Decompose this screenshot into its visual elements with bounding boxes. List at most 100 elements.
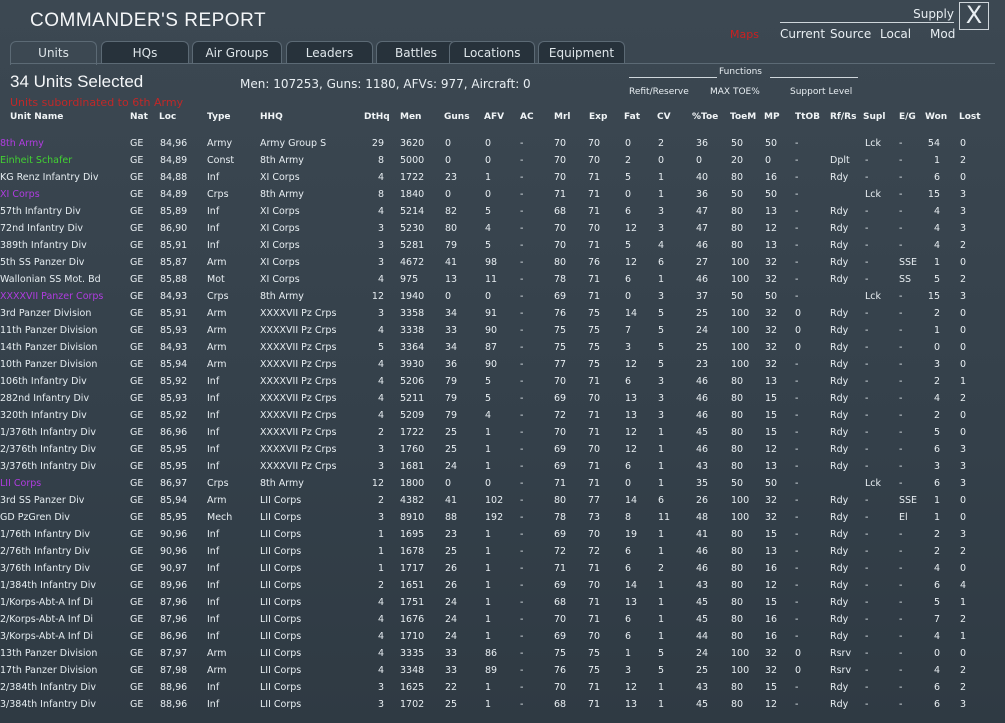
cell-unit-name[interactable]: 2/384th Infantry Div — [0, 682, 97, 693]
tab-hqs[interactable]: HQs — [101, 41, 189, 63]
column-header-won[interactable]: Won — [925, 112, 948, 122]
cell-unit-name[interactable]: 1/76th Infantry Div — [0, 529, 90, 540]
column-header-afv[interactable]: AFV — [484, 112, 505, 122]
cell-unit-name[interactable]: 2/Korps-Abt-A Inf Di — [0, 614, 94, 625]
cell-unit-name[interactable]: 8th Army — [0, 138, 44, 149]
tab-leaders[interactable]: Leaders — [286, 41, 373, 63]
cell-unit-name[interactable]: XXXXVII Panzer Corps — [0, 291, 104, 302]
supply-source-button[interactable]: Source — [830, 27, 872, 41]
cell-exp: 71 — [588, 172, 601, 183]
cell-e-g: - — [899, 240, 903, 251]
cell-unit-name[interactable]: 57th Infantry Div — [0, 206, 81, 217]
cell-loc: 87,98 — [160, 665, 188, 676]
functions-label: Functions — [719, 67, 762, 77]
cell-unit-name[interactable]: 17th Panzer Division — [0, 665, 98, 676]
cell-unit-name[interactable]: 3/76th Infantry Div — [0, 563, 90, 574]
column-header-guns[interactable]: Guns — [444, 112, 470, 122]
column-header-loc[interactable]: Loc — [159, 112, 177, 122]
column-header-mp[interactable]: MP — [764, 112, 780, 122]
cell-supl: - — [865, 546, 869, 557]
cell-toem: 80 — [731, 699, 744, 710]
cell-unit-name[interactable]: 3/384th Infantry Div — [0, 699, 97, 710]
column-header-unit-name[interactable]: Unit Name — [10, 112, 64, 122]
cell-guns: 26 — [445, 563, 458, 574]
cell-unit-name[interactable]: 11th Panzer Division — [0, 325, 98, 336]
column-header-lost[interactable]: Lost — [959, 112, 981, 122]
cell-unit-name[interactable]: XI Corps — [0, 189, 40, 200]
column-header-ttob[interactable]: TtOB — [795, 112, 820, 122]
column-header-cv[interactable]: CV — [657, 112, 671, 122]
column-header-toem[interactable]: ToeM — [730, 112, 757, 122]
column-header-toe-pct[interactable]: %Toe — [692, 112, 719, 122]
cell-men: 1702 — [400, 699, 425, 710]
cell-loc: 86,96 — [160, 427, 188, 438]
cell-type: Inf — [207, 206, 220, 217]
tab-equipment[interactable]: Equipment — [538, 41, 625, 63]
cell-guns: 33 — [445, 648, 458, 659]
column-header-type[interactable]: Type — [207, 112, 231, 122]
cell-unit-name[interactable]: 2/76th Infantry Div — [0, 546, 90, 557]
column-header-hhq[interactable]: HHQ — [260, 112, 283, 122]
cell-unit-name[interactable]: 1/Korps-Abt-A Inf Di — [0, 597, 94, 608]
cell-unit-name[interactable]: 1/384th Infantry Div — [0, 580, 97, 591]
cell-unit-name[interactable]: 3rd SS Panzer Div — [0, 495, 85, 506]
close-button[interactable]: X — [959, 2, 989, 30]
column-header-fat[interactable]: Fat — [624, 112, 640, 122]
cell-unit-name[interactable]: 1/376th Infantry Div — [0, 427, 97, 438]
cell-unit-name[interactable]: 3rd Panzer Division — [0, 308, 92, 319]
tab-air-groups[interactable]: Air Groups — [192, 41, 282, 63]
cell-unit-name[interactable]: 10th Panzer Division — [0, 359, 98, 370]
column-header-dthq[interactable]: DtHq — [364, 112, 390, 122]
supply-local-button[interactable]: Local — [880, 27, 912, 41]
cell-unit-name[interactable]: 320th Infantry Div — [0, 410, 87, 421]
cell-toem: 80 — [731, 631, 744, 642]
column-header-nat[interactable]: Nat — [130, 112, 148, 122]
cell-guns: 36 — [445, 359, 458, 370]
cell-loc: 86,96 — [160, 631, 188, 642]
cell-unit-name[interactable]: 282nd Infantry Div — [0, 393, 90, 404]
column-header-exp[interactable]: Exp — [589, 112, 608, 122]
cell-unit-name[interactable]: KG Renz Infantry Div — [0, 172, 99, 183]
column-header-men[interactable]: Men — [400, 112, 422, 122]
cell-unit-name[interactable]: 13th Panzer Division — [0, 648, 98, 659]
cell-unit-name[interactable]: 106th Infantry Div — [0, 376, 87, 387]
cell-toe-pct: 37 — [696, 291, 709, 302]
support-level-button[interactable]: Support Level — [790, 87, 853, 97]
tab-units[interactable]: Units — [10, 41, 97, 65]
cell-unit-name[interactable]: 5th SS Panzer Div — [0, 257, 85, 268]
cell-men: 1722 — [400, 427, 425, 438]
cell-toe-pct: 46 — [696, 274, 709, 285]
cell-unit-name[interactable]: 2/376th Infantry Div — [0, 444, 97, 455]
cell-unit-name[interactable]: 3/Korps-Abt-A Inf Di — [0, 631, 94, 642]
cell-unit-name[interactable]: 14th Panzer Division — [0, 342, 98, 353]
cell-e-g: - — [899, 546, 903, 557]
red-indicator[interactable]: Maps — [730, 28, 759, 41]
column-header-supl[interactable]: Supl — [863, 112, 886, 122]
cell-nat: GE — [130, 223, 144, 234]
cell-unit-name[interactable]: Einheit Schafer — [0, 155, 73, 166]
column-header-mrl[interactable]: Mrl — [554, 112, 571, 122]
cell-unit-name[interactable]: 389th Infantry Div — [0, 240, 87, 251]
cell-type: Inf — [207, 444, 220, 455]
tab-locations[interactable]: Locations — [449, 41, 535, 63]
cell-unit-name[interactable]: LII Corps — [0, 478, 42, 489]
cell-men: 4672 — [400, 257, 425, 268]
cell-e-g: - — [899, 325, 903, 336]
max-toe-button[interactable]: MAX TOE% — [710, 87, 760, 97]
cell-exp: 70 — [588, 393, 601, 404]
column-header-rf-rs[interactable]: Rf/Rs — [830, 112, 857, 122]
cell-unit-name[interactable]: 3/376th Infantry Div — [0, 461, 97, 472]
column-header-e-g[interactable]: E/G — [899, 112, 916, 122]
supply-current-button[interactable]: Current — [780, 27, 826, 41]
cell-nat: GE — [130, 325, 144, 336]
cell-unit-name[interactable]: GD PzGren Div — [0, 512, 70, 523]
cell-exp: 70 — [588, 223, 601, 234]
mod-button[interactable]: Mod — [930, 27, 956, 41]
refit-reserve-button[interactable]: Refit/Reserve — [629, 87, 689, 97]
tab-battles[interactable]: Battles — [376, 41, 456, 63]
cell-type: Inf — [207, 223, 220, 234]
cell-mrl: 70 — [554, 376, 567, 387]
cell-unit-name[interactable]: 72nd Infantry Div — [0, 223, 84, 234]
column-header-ac[interactable]: AC — [520, 112, 534, 122]
cell-unit-name[interactable]: Wallonian SS Mot. Bd — [0, 274, 101, 285]
